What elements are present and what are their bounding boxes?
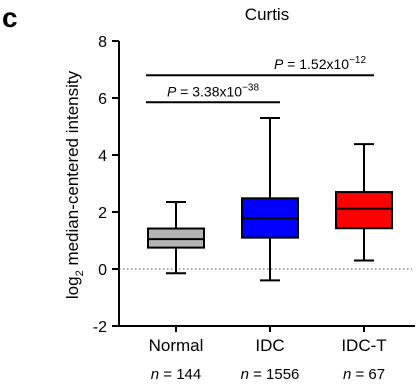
y-tick-label-1: 0 [98,262,107,279]
sample-size-label-1: n = 1556 [241,366,300,383]
sample-size-label-0: n = 144 [151,366,201,383]
x-tick-label-idc: IDC [255,336,284,355]
box-idc-t [335,191,393,230]
chart-title: Curtis [245,5,289,24]
p-value-label-1: P = 1.52x10−12 [274,55,367,72]
x-tick-label-normal: Normal [149,336,204,355]
y-axis-label-subscript: 2 [74,270,86,276]
y-axis-label: log2 median-centered intensity [63,70,86,299]
y-axis-label-rest: median-centered intensity [63,70,82,270]
sample-size-n: n [151,366,159,383]
p-exponent: −12 [349,55,366,66]
p-symbol: P [167,83,177,99]
sample-size-value: = 67 [351,366,385,383]
sample-size-n: n [241,366,249,383]
p-symbol: P [274,56,284,72]
y-axis-label-log: log [63,276,82,299]
x-tick-label-idc-t: IDC-T [341,336,386,355]
panel-label: c [2,2,18,33]
sample-size-n: n [343,366,351,383]
sample-size-value: = 144 [159,366,201,383]
y-tick-label-4: 6 [98,91,107,108]
p-exponent: −38 [242,82,259,93]
y-tick-label-0: -2 [93,319,107,336]
y-tick-label-5: 8 [98,34,107,51]
sample-size-label-2: n = 67 [343,366,385,383]
plot-area: -2 0 2 4 6 8 Normal n = 144 IDC n = 1556 IDC-T n = … [93,34,415,383]
sample-size-value: = 1556 [249,366,299,383]
p-value: = 1.52x10 [283,56,349,72]
y-tick-label-3: 4 [98,148,107,165]
p-value: = 3.38x10 [176,83,242,99]
p-value-label-0: P = 3.38x10−38 [167,82,260,99]
y-tick-label-2: 2 [98,205,107,222]
